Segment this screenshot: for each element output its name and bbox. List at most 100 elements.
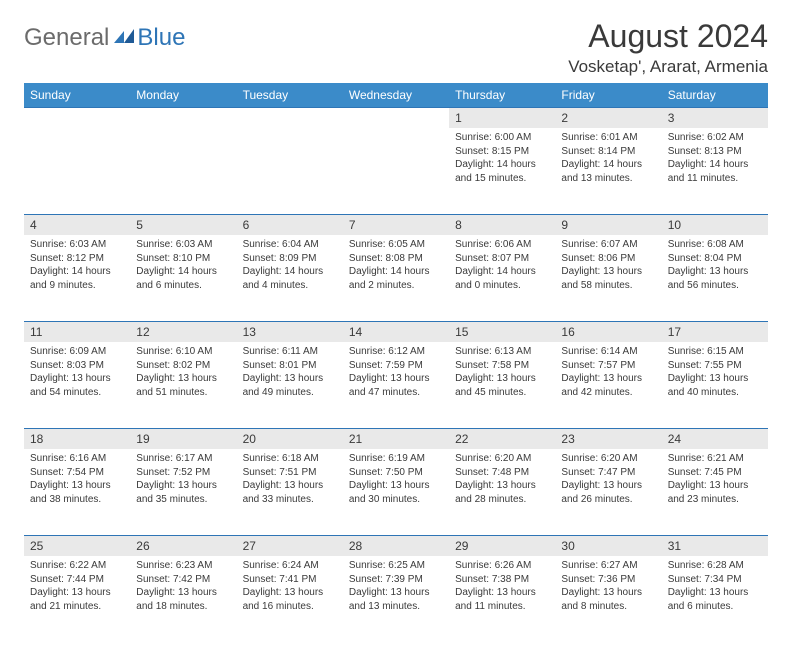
- day-number: 24: [662, 428, 768, 449]
- daylight-text: Daylight: 13 hours and 18 minutes.: [136, 586, 230, 613]
- day-cell: Sunrise: 6:03 AMSunset: 8:10 PMDaylight:…: [130, 235, 236, 296]
- day-number: 20: [237, 428, 343, 449]
- sunrise-text: Sunrise: 6:12 AM: [349, 345, 443, 359]
- day-cell: Sunrise: 6:12 AMSunset: 7:59 PMDaylight:…: [343, 342, 449, 403]
- sunrise-text: Sunrise: 6:23 AM: [136, 559, 230, 573]
- sunrise-text: Sunrise: 6:20 AM: [455, 452, 549, 466]
- sunset-text: Sunset: 8:09 PM: [243, 252, 337, 266]
- sunrise-text: Sunrise: 6:28 AM: [668, 559, 762, 573]
- daylight-text: Daylight: 14 hours and 4 minutes.: [243, 265, 337, 292]
- day-number: 17: [662, 321, 768, 342]
- sunset-text: Sunset: 8:03 PM: [30, 359, 124, 373]
- daylight-text: Daylight: 13 hours and 11 minutes.: [455, 586, 549, 613]
- daylight-text: Daylight: 13 hours and 8 minutes.: [561, 586, 655, 613]
- day-number: 8: [449, 214, 555, 235]
- day-cell: Sunrise: 6:07 AMSunset: 8:06 PMDaylight:…: [555, 235, 661, 296]
- day-cell: Sunrise: 6:28 AMSunset: 7:34 PMDaylight:…: [662, 556, 768, 617]
- daylight-text: Daylight: 13 hours and 45 minutes.: [455, 372, 549, 399]
- day-cell: Sunrise: 6:00 AMSunset: 8:15 PMDaylight:…: [449, 128, 555, 189]
- day-number: 10: [662, 214, 768, 235]
- day-number: 25: [24, 535, 130, 556]
- daylight-text: Daylight: 13 hours and 6 minutes.: [668, 586, 762, 613]
- day-cell: Sunrise: 6:19 AMSunset: 7:50 PMDaylight:…: [343, 449, 449, 510]
- day-header: Thursday: [449, 83, 555, 107]
- sunset-text: Sunset: 8:02 PM: [136, 359, 230, 373]
- day-header: Wednesday: [343, 83, 449, 107]
- sunset-text: Sunset: 8:01 PM: [243, 359, 337, 373]
- day-cell: Sunrise: 6:05 AMSunset: 8:08 PMDaylight:…: [343, 235, 449, 296]
- sunset-text: Sunset: 8:12 PM: [30, 252, 124, 266]
- day-number: 7: [343, 214, 449, 235]
- sunrise-text: Sunrise: 6:18 AM: [243, 452, 337, 466]
- sunset-text: Sunset: 7:52 PM: [136, 466, 230, 480]
- day-cell: Sunrise: 6:22 AMSunset: 7:44 PMDaylight:…: [24, 556, 130, 617]
- daylight-text: Daylight: 13 hours and 28 minutes.: [455, 479, 549, 506]
- daylight-text: Daylight: 13 hours and 21 minutes.: [30, 586, 124, 613]
- daylight-text: Daylight: 13 hours and 35 minutes.: [136, 479, 230, 506]
- daylight-text: Daylight: 13 hours and 38 minutes.: [30, 479, 124, 506]
- sunset-text: Sunset: 8:14 PM: [561, 145, 655, 159]
- day-header: Tuesday: [237, 83, 343, 107]
- daylight-text: Daylight: 14 hours and 2 minutes.: [349, 265, 443, 292]
- sunset-text: Sunset: 7:48 PM: [455, 466, 549, 480]
- sunrise-text: Sunrise: 6:21 AM: [668, 452, 762, 466]
- day-number: 9: [555, 214, 661, 235]
- day-number: 26: [130, 535, 236, 556]
- sunset-text: Sunset: 7:51 PM: [243, 466, 337, 480]
- sunrise-text: Sunrise: 6:01 AM: [561, 131, 655, 145]
- sunset-text: Sunset: 7:47 PM: [561, 466, 655, 480]
- sunrise-text: Sunrise: 6:07 AM: [561, 238, 655, 252]
- day-number: 12: [130, 321, 236, 342]
- sunset-text: Sunset: 8:07 PM: [455, 252, 549, 266]
- sunset-text: Sunset: 8:13 PM: [668, 145, 762, 159]
- empty-day: [130, 107, 236, 128]
- sunrise-text: Sunrise: 6:19 AM: [349, 452, 443, 466]
- daylight-text: Daylight: 13 hours and 40 minutes.: [668, 372, 762, 399]
- sunset-text: Sunset: 7:42 PM: [136, 573, 230, 587]
- day-cell: Sunrise: 6:16 AMSunset: 7:54 PMDaylight:…: [24, 449, 130, 510]
- day-cell: Sunrise: 6:13 AMSunset: 7:58 PMDaylight:…: [449, 342, 555, 403]
- day-number: 28: [343, 535, 449, 556]
- daylight-text: Daylight: 13 hours and 58 minutes.: [561, 265, 655, 292]
- month-title: August 2024: [568, 18, 768, 55]
- empty-day: [343, 107, 449, 128]
- day-cell: Sunrise: 6:17 AMSunset: 7:52 PMDaylight:…: [130, 449, 236, 510]
- sunrise-text: Sunrise: 6:04 AM: [243, 238, 337, 252]
- day-cell: Sunrise: 6:02 AMSunset: 8:13 PMDaylight:…: [662, 128, 768, 189]
- sunrise-text: Sunrise: 6:26 AM: [455, 559, 549, 573]
- day-cell: Sunrise: 6:23 AMSunset: 7:42 PMDaylight:…: [130, 556, 236, 617]
- sunrise-text: Sunrise: 6:16 AM: [30, 452, 124, 466]
- sunset-text: Sunset: 7:41 PM: [243, 573, 337, 587]
- empty-day: [237, 107, 343, 128]
- day-cell: Sunrise: 6:06 AMSunset: 8:07 PMDaylight:…: [449, 235, 555, 296]
- day-number: 21: [343, 428, 449, 449]
- day-cell: Sunrise: 6:14 AMSunset: 7:57 PMDaylight:…: [555, 342, 661, 403]
- sunrise-text: Sunrise: 6:11 AM: [243, 345, 337, 359]
- daylight-text: Daylight: 14 hours and 15 minutes.: [455, 158, 549, 185]
- day-cell: Sunrise: 6:11 AMSunset: 8:01 PMDaylight:…: [237, 342, 343, 403]
- day-number: 15: [449, 321, 555, 342]
- daylight-text: Daylight: 13 hours and 47 minutes.: [349, 372, 443, 399]
- sunrise-text: Sunrise: 6:22 AM: [30, 559, 124, 573]
- daylight-text: Daylight: 13 hours and 30 minutes.: [349, 479, 443, 506]
- day-header: Friday: [555, 83, 661, 107]
- daylight-text: Daylight: 13 hours and 23 minutes.: [668, 479, 762, 506]
- sunset-text: Sunset: 7:38 PM: [455, 573, 549, 587]
- sunrise-text: Sunrise: 6:03 AM: [136, 238, 230, 252]
- day-number: 13: [237, 321, 343, 342]
- daylight-text: Daylight: 13 hours and 13 minutes.: [349, 586, 443, 613]
- day-cell: Sunrise: 6:27 AMSunset: 7:36 PMDaylight:…: [555, 556, 661, 617]
- daylight-text: Daylight: 13 hours and 51 minutes.: [136, 372, 230, 399]
- sunrise-text: Sunrise: 6:14 AM: [561, 345, 655, 359]
- sunrise-text: Sunrise: 6:24 AM: [243, 559, 337, 573]
- day-cell: Sunrise: 6:18 AMSunset: 7:51 PMDaylight:…: [237, 449, 343, 510]
- sunset-text: Sunset: 8:10 PM: [136, 252, 230, 266]
- location-text: Vosketap', Ararat, Armenia: [568, 57, 768, 77]
- daylight-text: Daylight: 14 hours and 9 minutes.: [30, 265, 124, 292]
- day-cell: Sunrise: 6:04 AMSunset: 8:09 PMDaylight:…: [237, 235, 343, 296]
- sunrise-text: Sunrise: 6:03 AM: [30, 238, 124, 252]
- day-number: 4: [24, 214, 130, 235]
- day-header: Monday: [130, 83, 236, 107]
- day-number: 29: [449, 535, 555, 556]
- day-number: 16: [555, 321, 661, 342]
